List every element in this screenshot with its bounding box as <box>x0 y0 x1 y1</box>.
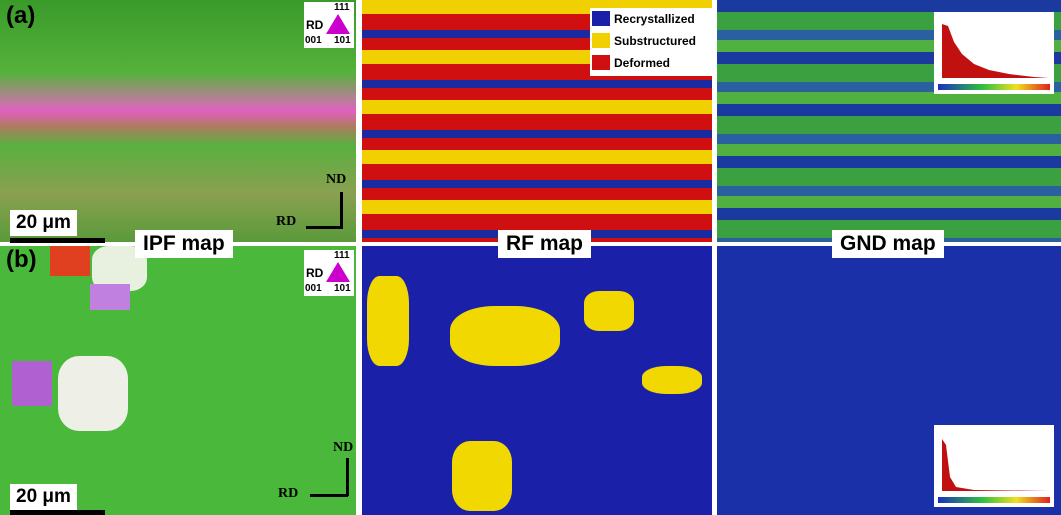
color-triangle <box>326 14 350 34</box>
grain <box>58 356 128 431</box>
key-corner: 111 <box>334 250 350 261</box>
figure: (a) (b) 111 RD 001 101 111 RD 001 101 ND… <box>0 0 1061 515</box>
region <box>367 276 409 366</box>
axis-arrow <box>346 458 349 496</box>
rf-legend: Recrystallized Substructured Deformed <box>590 8 712 76</box>
key-corner: 101 <box>334 283 351 294</box>
map-title: GND map <box>832 230 944 258</box>
key-corner: 001 <box>305 283 322 294</box>
gnd-histogram <box>934 12 1054 94</box>
gnd-histogram <box>934 425 1054 507</box>
nd-axis-label: ND <box>326 172 346 188</box>
legend-label: Recrystallized <box>614 12 695 26</box>
region <box>642 366 702 394</box>
region <box>452 441 512 511</box>
key-corner: 101 <box>334 35 351 46</box>
ipf-map-b <box>0 246 356 515</box>
axis-arrow <box>310 494 348 497</box>
panel-label: (b) <box>6 246 37 274</box>
key-title: RD <box>306 18 323 32</box>
legend-item: Recrystallized <box>590 8 712 30</box>
histogram-graphic <box>934 12 1054 94</box>
scale-bar <box>10 238 105 243</box>
scale-bar-label: 20 μm <box>10 210 77 236</box>
key-title: RD <box>306 266 323 280</box>
color-bar <box>938 84 1050 90</box>
region <box>450 306 560 366</box>
color-bar <box>938 497 1050 503</box>
map-title: RF map <box>498 230 591 258</box>
legend-label: Deformed <box>614 56 670 70</box>
ipf-map-a <box>0 0 356 242</box>
scale-bar-label: 20 μm <box>10 484 77 510</box>
scale-bar <box>10 510 105 515</box>
legend-label: Substructured <box>614 34 696 48</box>
legend-item: Substructured <box>590 30 712 52</box>
rd-axis-label: RD <box>276 214 296 230</box>
color-triangle <box>326 262 350 282</box>
histogram-shape <box>942 24 1049 78</box>
key-corner: 111 <box>334 2 350 13</box>
nd-axis-label: ND <box>333 440 353 456</box>
grain <box>90 284 130 310</box>
histogram-shape <box>942 439 1049 491</box>
legend-item: Deformed <box>590 52 712 74</box>
histogram-graphic <box>934 425 1054 507</box>
key-corner: 001 <box>305 35 322 46</box>
ipf-key: 111 RD 001 101 <box>304 2 354 48</box>
grain <box>12 361 52 406</box>
map-title: IPF map <box>135 230 233 258</box>
grain <box>50 246 90 276</box>
axis-arrow <box>340 192 343 228</box>
rf-map-b <box>362 246 712 515</box>
ipf-key: 111 RD 001 101 <box>304 250 354 296</box>
region <box>584 291 634 331</box>
axis-arrow <box>306 226 343 229</box>
rd-axis-label: RD <box>278 486 298 502</box>
panel-label: (a) <box>6 2 35 30</box>
